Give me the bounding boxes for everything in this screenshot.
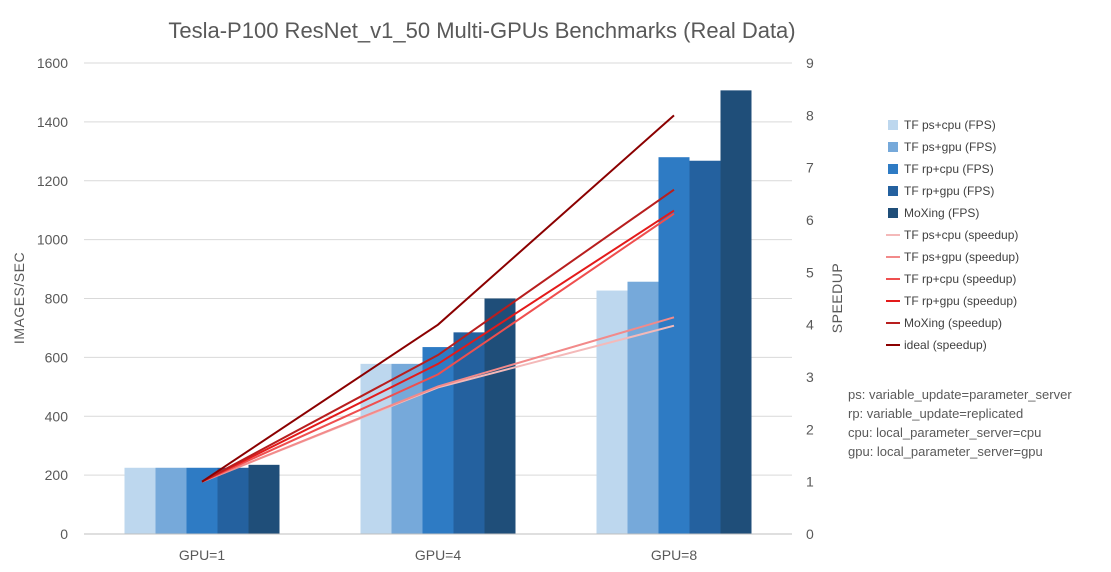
y2-tick-label: 5 — [806, 264, 814, 280]
legend-label: TF ps+cpu (FPS) — [904, 118, 996, 132]
x-tick-label: GPU=8 — [651, 547, 698, 563]
note-text: cpu: local_parameter_server=cpu — [848, 425, 1041, 440]
y-tick-label: 1000 — [37, 232, 68, 248]
y2-tick-label: 7 — [806, 160, 814, 176]
bar — [186, 467, 218, 534]
y2-tick-label: 8 — [806, 107, 814, 123]
y-tick-label: 0 — [60, 526, 68, 542]
y-tick-label: 200 — [45, 467, 69, 483]
y2-tick-label: 0 — [806, 526, 814, 542]
note-text: ps: variable_update=parameter_server — [848, 387, 1072, 402]
y2-axis-title: SPEEDUP — [829, 263, 845, 333]
legend-swatch — [888, 186, 898, 196]
note-text: gpu: local_parameter_server=gpu — [848, 444, 1043, 459]
series-line — [201, 209, 675, 483]
x-tick-label: GPU=1 — [179, 547, 226, 563]
bar — [217, 467, 249, 534]
bar — [360, 363, 392, 534]
y2-tick-label: 2 — [806, 421, 814, 437]
y-tick-label: 400 — [45, 408, 69, 424]
legend-notes: ps: variable_update=parameter_server rp: … — [848, 387, 1072, 459]
series-line — [201, 212, 675, 483]
legend-label: TF rp+gpu (FPS) — [904, 184, 994, 198]
legend-swatch — [888, 208, 898, 218]
bar — [155, 467, 187, 534]
y-tick-label: 1200 — [37, 173, 68, 189]
bar — [720, 90, 752, 534]
bar — [453, 332, 485, 534]
y-tick-label: 600 — [45, 349, 69, 365]
y2-tick-label: 1 — [806, 474, 814, 490]
bar — [248, 464, 280, 534]
bar — [689, 160, 721, 535]
series-line — [201, 114, 675, 483]
axes: 0 200 400 600 800 1000 1200 1400 1600 0 1 2 3 4 5 6 7 8 9 G… — [37, 55, 814, 563]
chart-title: Tesla-P100 ResNet_v1_50 Multi-GPUs Bench… — [168, 18, 795, 43]
legend-label: TF ps+cpu (speedup) — [904, 228, 1018, 242]
bar — [627, 281, 659, 534]
y2-tick-label: 4 — [806, 317, 814, 333]
legend-swatch — [888, 142, 898, 152]
legend: TF ps+cpu (FPS) TF ps+gpu (FPS) TF rp+cpu … — [886, 118, 1019, 352]
y2-tick-label: 3 — [806, 369, 814, 385]
legend-label: TF rp+gpu (speedup) — [904, 294, 1017, 308]
y2-tick-label: 9 — [806, 55, 814, 71]
legend-label: TF rp+cpu (speedup) — [904, 272, 1016, 286]
legend-label: TF rp+cpu (FPS) — [904, 162, 994, 176]
legend-swatch — [888, 120, 898, 130]
bar-series — [124, 90, 752, 535]
note-text: rp: variable_update=replicated — [848, 406, 1023, 421]
y-tick-label: 1400 — [37, 114, 68, 130]
line-series — [201, 114, 675, 483]
bar — [124, 467, 156, 534]
legend-label: MoXing (FPS) — [904, 206, 979, 220]
bar — [596, 290, 628, 534]
x-tick-label: GPU=4 — [415, 547, 462, 563]
bar — [484, 298, 516, 534]
series-line — [201, 316, 675, 483]
legend-label: TF ps+gpu (speedup) — [904, 250, 1019, 264]
y-tick-label: 1600 — [37, 55, 68, 71]
y2-tick-label: 6 — [806, 212, 814, 228]
legend-label: MoXing (speedup) — [904, 316, 1002, 330]
legend-label: ideal (speedup) — [904, 338, 987, 352]
y-axis-title: IMAGES/SEC — [11, 252, 27, 344]
legend-label: TF ps+gpu (FPS) — [904, 140, 996, 154]
series-line — [201, 188, 675, 483]
legend-swatch — [888, 164, 898, 174]
y-tick-label: 800 — [45, 291, 69, 307]
